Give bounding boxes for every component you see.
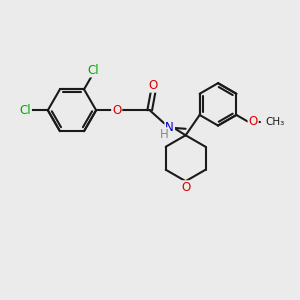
Text: N: N: [165, 121, 174, 134]
Text: CH₃: CH₃: [265, 117, 284, 127]
Text: Cl: Cl: [19, 104, 31, 117]
Text: O: O: [248, 115, 258, 128]
Text: O: O: [181, 181, 190, 194]
Text: Cl: Cl: [87, 64, 98, 76]
Text: O: O: [148, 79, 158, 92]
Text: H: H: [160, 128, 168, 141]
Text: O: O: [112, 104, 122, 117]
